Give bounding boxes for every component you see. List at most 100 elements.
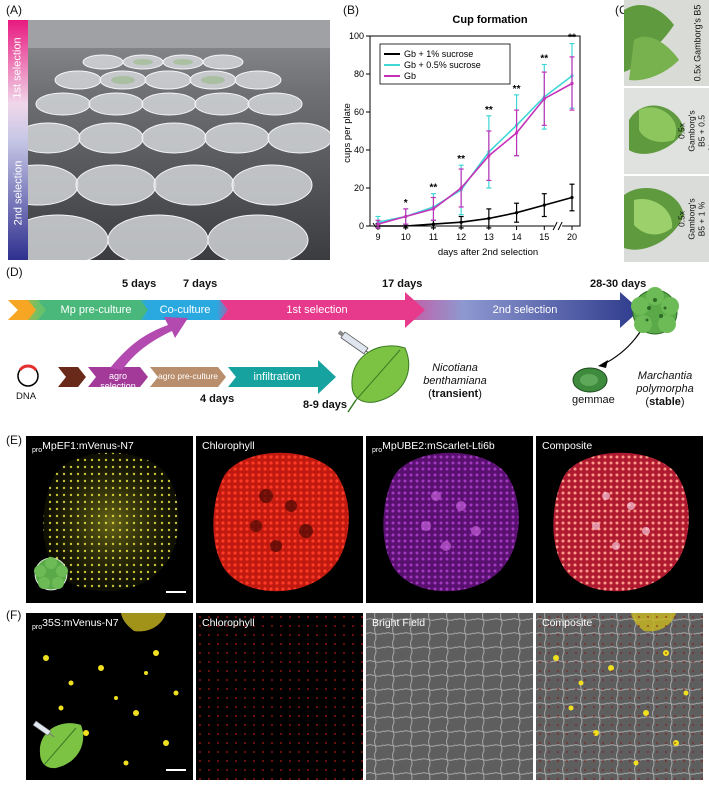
label-4-days: 4 days xyxy=(200,393,235,405)
panel-c-photos: 0.5x Gamborg's B5 0.5x Gamborg's B5 + 0.… xyxy=(624,0,709,262)
panel-a-photo: 1st selection 2nd selection xyxy=(8,20,330,260)
micrograph-title: MpUBE2:mScarlet-Lti6b xyxy=(382,440,495,452)
panel-e-label: (E) xyxy=(6,433,22,447)
chart-ylabel: cups per plate xyxy=(342,103,353,163)
mp-preculture-label: Mp pre-culture xyxy=(60,304,132,316)
scale-bar xyxy=(166,591,186,593)
data-point xyxy=(431,222,436,226)
significance-marker: ** xyxy=(485,105,493,116)
y-tick-label: 100 xyxy=(349,31,364,41)
data-point xyxy=(570,81,574,86)
transformation-workflow-diagram xyxy=(8,287,679,413)
series-line xyxy=(378,196,573,227)
micrograph-title: Composite xyxy=(542,617,593,629)
data-point xyxy=(459,186,463,190)
data-point xyxy=(431,207,436,211)
cup-formation-chart: Cup formation cups per plate days after … xyxy=(338,8,600,263)
micrograph-title: Composite xyxy=(542,440,593,452)
chart-xlabel: days after 2nd selection xyxy=(438,247,538,258)
plate-label-b5-1-sucrose: 0.5x Gamborg's B5 + 1 % sucrose xyxy=(677,198,709,240)
data-point xyxy=(487,216,491,220)
micrograph-composite-e: Composite xyxy=(536,436,703,603)
agro-preculture-label: agro pre-culture xyxy=(157,371,218,381)
micrograph-title: MpEF1:mVenus-N7 xyxy=(42,440,134,452)
series-line xyxy=(377,82,573,225)
panel-b-label: (B) xyxy=(343,3,359,17)
significance-marker: ** xyxy=(513,84,521,95)
plate-label-b5: 0.5x Gamborg's B5 xyxy=(692,4,703,82)
infiltration-arrow xyxy=(228,360,336,394)
marchantia-name-1: Marchantia xyxy=(637,370,693,382)
micrograph-title: 35S:mVenus-N7 xyxy=(42,617,119,629)
data-point xyxy=(514,131,519,135)
cup-formation-plot: Cup formation cups per plate days after … xyxy=(342,14,581,258)
legend-label: Gb xyxy=(404,71,416,81)
y-tick-label: 40 xyxy=(354,145,364,155)
data-point xyxy=(542,97,546,101)
dna-label: DNA xyxy=(16,391,37,402)
marchantia-name-2: polymorpha xyxy=(636,383,694,395)
legend-label: Gb + 1% sucrose xyxy=(404,49,473,59)
scale-bar xyxy=(166,769,186,771)
data-point xyxy=(542,203,546,207)
significance-marker: ** xyxy=(457,154,465,165)
second-selection-label: 2nd selection xyxy=(12,160,25,225)
nicotiana-name-1: Nicotiana xyxy=(432,362,478,374)
marchantia-plate-photos xyxy=(624,0,709,262)
petri-dish-incubator-photo xyxy=(8,20,330,260)
plate-label-b5-05-sucrose: 0.5x Gamborg's B5 + 0.5 % sucrose xyxy=(677,110,709,152)
nicotiana-type: transient xyxy=(431,388,479,400)
promoter-prefix: pro xyxy=(32,624,43,632)
marchantia-thallus-icon xyxy=(631,287,679,335)
data-point xyxy=(376,222,380,226)
x-tick-label: 13 xyxy=(484,232,494,242)
significance-marker: * xyxy=(404,198,408,209)
micrograph-composite-f: Composite xyxy=(536,613,703,780)
label-8-9-days: 8-9 days xyxy=(303,399,348,411)
thallus-inset-icon xyxy=(34,557,68,591)
data-point xyxy=(404,224,408,228)
nicotiana-name-2: benthamiana xyxy=(423,375,487,387)
data-point xyxy=(459,220,463,224)
data-point xyxy=(487,154,491,158)
second-selection-step-label: 2nd selection xyxy=(492,304,558,316)
y-tick-label: 60 xyxy=(354,107,364,117)
x-tick-label: 9 xyxy=(375,232,380,242)
plot-frame xyxy=(369,35,581,227)
agro-preculture-arrow xyxy=(150,367,226,387)
micrograph-bright-field: Bright Field xyxy=(366,613,533,780)
x-tick-label: 20 xyxy=(567,232,577,242)
label-28-30-days: 28-30 days xyxy=(590,278,647,290)
micrograph-title: Bright Field xyxy=(372,617,426,629)
gemmae-label: gemmae xyxy=(572,394,615,406)
syringe-inset-icon xyxy=(32,720,55,738)
micrograph-title: Chlorophyll xyxy=(202,617,255,629)
panel-d-workflow: 5 days 7 days 17 days 28-30 days Mp pre-… xyxy=(0,270,709,430)
x-tick-label: 14 xyxy=(512,232,522,242)
label-17-days: 17 days xyxy=(382,278,423,290)
x-axis-break-gap xyxy=(554,222,563,230)
x-tick-label: 11 xyxy=(429,232,438,242)
micrograph-title: Chlorophyll xyxy=(202,440,255,452)
significance-marker: ** xyxy=(568,33,576,44)
micrograph-chlorophyll: Chlorophyll xyxy=(196,436,363,603)
y-tick-label: 20 xyxy=(354,183,364,193)
micrograph-venus: proMpEF1:mVenus-N7 xyxy=(26,436,193,603)
nicotiana-leaf-icon xyxy=(347,345,410,413)
infiltration-label: infiltration xyxy=(253,371,301,383)
label-5-days: 5 days xyxy=(122,278,157,290)
significance-marker: ** xyxy=(430,183,438,194)
panel-a-label: (A) xyxy=(6,3,22,17)
micrograph-chlorophyll-f: Chlorophyll xyxy=(196,613,363,780)
data-point xyxy=(570,195,574,200)
legend-box xyxy=(379,43,511,85)
y-tick-label: 80 xyxy=(354,69,364,79)
marchantia-type: stable xyxy=(649,396,681,408)
micrograph-35s-venus: pro35S:mVenus-N7 xyxy=(26,613,193,780)
agro-to-coculture-arrow xyxy=(110,317,188,370)
promoter-prefix: pro xyxy=(32,447,43,455)
first-selection-step-label: 1st selection xyxy=(286,304,348,316)
significance-marker: ** xyxy=(540,54,548,65)
coculture-label: Co-culture xyxy=(159,304,211,316)
y-tick-label: 0 xyxy=(359,221,364,231)
